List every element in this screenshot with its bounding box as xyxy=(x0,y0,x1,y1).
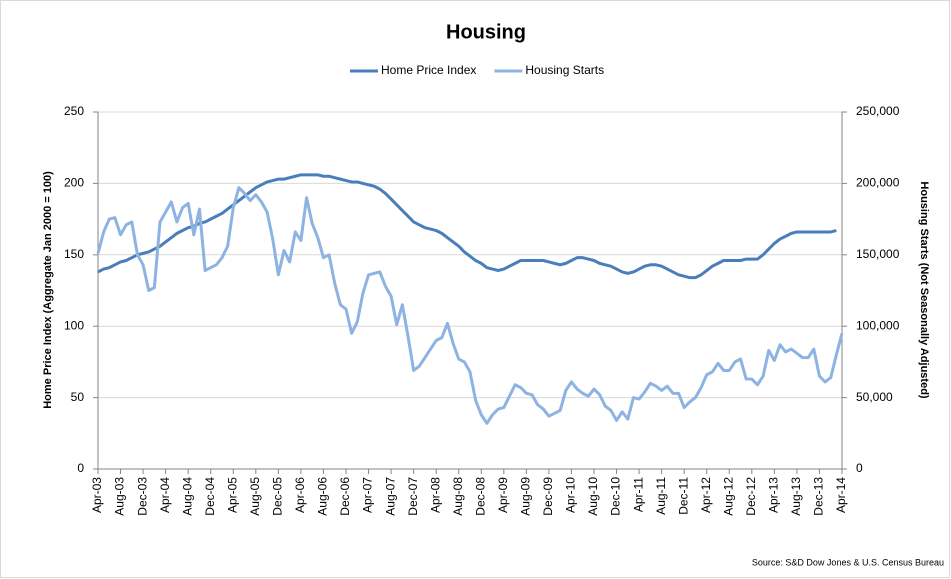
y-axis-title: Home Price Index (Aggregate Jan 2000 = 1… xyxy=(42,171,54,409)
x-tick-label: Aug-08 xyxy=(451,477,465,516)
x-tick-label: Dec-13 xyxy=(812,477,826,516)
x-tick-label: Dec-04 xyxy=(203,477,217,516)
x-tick-label: Aug-05 xyxy=(248,477,262,516)
y-tick-label: 100 xyxy=(64,318,84,332)
x-tick-label: Aug-06 xyxy=(316,477,330,516)
y2-tick-label: 200,000 xyxy=(856,176,900,190)
x-tick-label: Dec-03 xyxy=(135,477,149,516)
y-tick-label: 200 xyxy=(64,176,84,190)
x-tick-label: Dec-08 xyxy=(473,477,487,516)
y2-tick-label: 250,000 xyxy=(856,104,900,118)
y-tick-label: 0 xyxy=(77,461,84,475)
x-tick-label: Apr-06 xyxy=(293,477,307,513)
y2-tick-label: 50,000 xyxy=(856,390,893,404)
x-tick-label: Aug-12 xyxy=(721,477,735,516)
series-line xyxy=(97,173,837,280)
x-tick-label: Apr-13 xyxy=(767,477,781,513)
y2-tick-label: 0 xyxy=(856,461,863,475)
x-tick-label: Apr-12 xyxy=(699,477,713,513)
x-tick-label: Apr-14 xyxy=(834,477,848,513)
x-tick-label: Dec-06 xyxy=(338,477,352,516)
x-tick-label: Aug-13 xyxy=(789,477,803,516)
x-tick-label: Apr-04 xyxy=(158,477,172,513)
x-tick-label: Apr-08 xyxy=(428,477,442,513)
x-tick-label: Apr-11 xyxy=(631,477,645,512)
x-tick-label: Aug-09 xyxy=(519,477,533,516)
legend-label: Home Price Index xyxy=(381,63,476,77)
x-tick-label: Dec-07 xyxy=(406,477,420,516)
x-tick-label: Apr-03 xyxy=(90,477,104,513)
x-tick-label: Dec-09 xyxy=(541,477,555,516)
x-tick-label: Dec-10 xyxy=(609,477,623,516)
legend-label: Housing Starts xyxy=(525,63,604,77)
y2-tick-label: 150,000 xyxy=(856,247,900,261)
x-tick-label: Aug-10 xyxy=(586,477,600,516)
x-tick-label: Aug-03 xyxy=(113,477,127,516)
chart-title: Housing xyxy=(446,21,526,43)
y2-axis-title: Housing Starts (Not Seasonally Adjusted) xyxy=(918,181,930,399)
x-tick-label: Aug-07 xyxy=(383,477,397,516)
y-tick-label: 50 xyxy=(71,390,85,404)
x-tick-label: Dec-12 xyxy=(744,477,758,516)
x-tick-label: Apr-05 xyxy=(225,477,239,513)
x-tick-label: Apr-07 xyxy=(361,477,375,513)
y2-tick-label: 100,000 xyxy=(856,318,900,332)
x-tick-label: Dec-05 xyxy=(271,477,285,516)
x-tick-label: Aug-04 xyxy=(180,477,194,516)
x-tick-label: Apr-10 xyxy=(564,477,578,513)
x-tick-label: Dec-11 xyxy=(676,477,690,515)
series-line xyxy=(96,186,844,425)
x-tick-label: Aug-11 xyxy=(654,477,668,515)
source-note: Source: S&D Dow Jones & U.S. Census Bure… xyxy=(752,557,944,567)
x-tick-label: Apr-09 xyxy=(496,477,510,513)
y-tick-label: 250 xyxy=(64,104,84,118)
y-tick-label: 150 xyxy=(64,247,84,261)
